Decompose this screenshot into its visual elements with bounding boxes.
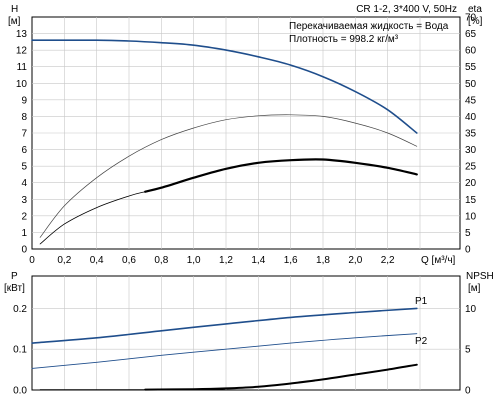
left-tick-label: 6 (21, 145, 27, 156)
right-tick-label: 5 (465, 345, 471, 356)
left-tick-label: 5 (21, 162, 27, 173)
left-tick-label: 1 (21, 228, 27, 239)
left-tick-label: 11 (17, 62, 28, 73)
bottom-panel-frame (31, 275, 461, 391)
h-axis-unit: [м] (8, 16, 21, 27)
eta-axis-unit: [%] (468, 16, 483, 27)
x-tick-label: 1,8 (316, 255, 330, 266)
right-tick-label: 60 (465, 46, 477, 57)
bottom-grid (32, 276, 460, 390)
right-tick-label: 0 (465, 386, 471, 397)
series-line-p2 (31, 333, 418, 369)
right-tick-label: 10 (465, 211, 477, 222)
left-tick-label: 0.2 (13, 304, 27, 315)
x-tick-label: 1,0 (187, 255, 201, 266)
q-axis-label: Q [м³/ч] (421, 255, 456, 266)
top-series (31, 39, 418, 245)
p2-series-label: P2 (415, 336, 428, 347)
left-tick-label: 0.1 (13, 345, 27, 356)
x-tick-label: 1,2 (219, 255, 233, 266)
right-tick-label: 70 (465, 13, 477, 24)
top-grid (32, 17, 460, 249)
right-tick-label: 55 (465, 62, 477, 73)
x-tick-label: 1,6 (284, 255, 298, 266)
p1-series-label: P1 (415, 296, 428, 307)
left-tick-label: 0.0 (13, 386, 27, 397)
x-tick-label: 2,0 (348, 255, 362, 266)
x-tick-label: 0,4 (90, 255, 104, 266)
left-tick-label: 4 (21, 178, 27, 189)
eta-axis-label: eta (468, 4, 482, 15)
left-tick-label: 3 (21, 195, 27, 206)
x-tick-label: 0,8 (154, 255, 168, 266)
right-tick-label: 20 (465, 178, 477, 189)
left-tick-label: 2 (21, 211, 27, 222)
right-tick-label: 25 (465, 162, 477, 173)
right-tick-label: 30 (465, 145, 477, 156)
right-tick-label: 15 (465, 195, 477, 206)
left-tick-label: 13 (16, 29, 28, 40)
left-tick-label: 12 (16, 46, 28, 57)
right-tick-label: 0 (465, 245, 471, 256)
x-tick-label: 2,2 (381, 255, 395, 266)
p-axis-label: P (11, 271, 18, 282)
h-axis-label: H (11, 4, 18, 15)
series-line-eta-bold (144, 158, 418, 193)
series-line-eta-thin (39, 114, 418, 238)
bottom-series (31, 307, 418, 391)
x-tick-label: 0,2 (57, 255, 71, 266)
x-tick-label: 1,4 (251, 255, 265, 266)
series-line-eta-bold-start (39, 191, 146, 245)
bottom-tick-labels: 0.0 0.1 0.2 0 5 10 (13, 304, 476, 397)
chart-title: CR 1-2, 3*400 V, 50Hz (356, 4, 457, 15)
right-tick-label: 50 (465, 79, 477, 90)
left-tick-label: 8 (21, 112, 27, 123)
top-tick-labels: 0 0,2 0,4 0,6 0,8 1,0 1,2 1,4 1,6 1,8 2,0 2,2012345… (16, 13, 477, 267)
right-tick-label: 65 (465, 29, 477, 40)
series-line-h (31, 39, 418, 134)
right-tick-label: 45 (465, 95, 477, 106)
right-tick-label: 10 (465, 304, 477, 315)
npsh-axis-unit: [м] (468, 283, 481, 294)
left-tick-label: 0 (21, 245, 27, 256)
series-line-npsh (144, 363, 418, 391)
p-axis-unit: [кВт] (4, 283, 25, 294)
fluid-annotation: Перекачиваемая жидкость = Вода (289, 21, 449, 32)
x-tick-label: 0,6 (122, 255, 136, 266)
right-tick-label: 40 (465, 112, 477, 123)
right-tick-label: 5 (465, 228, 471, 239)
density-annotation: Плотность = 998.2 кг/м³ (289, 34, 399, 45)
left-tick-label: 10 (16, 79, 28, 90)
series-line-p1 (31, 307, 418, 344)
npsh-axis-label: NPSH (466, 271, 494, 282)
x-tick-label: 0 (29, 255, 35, 266)
left-tick-label: 7 (21, 129, 27, 140)
left-tick-label: 9 (21, 95, 27, 106)
right-tick-label: 35 (465, 129, 477, 140)
